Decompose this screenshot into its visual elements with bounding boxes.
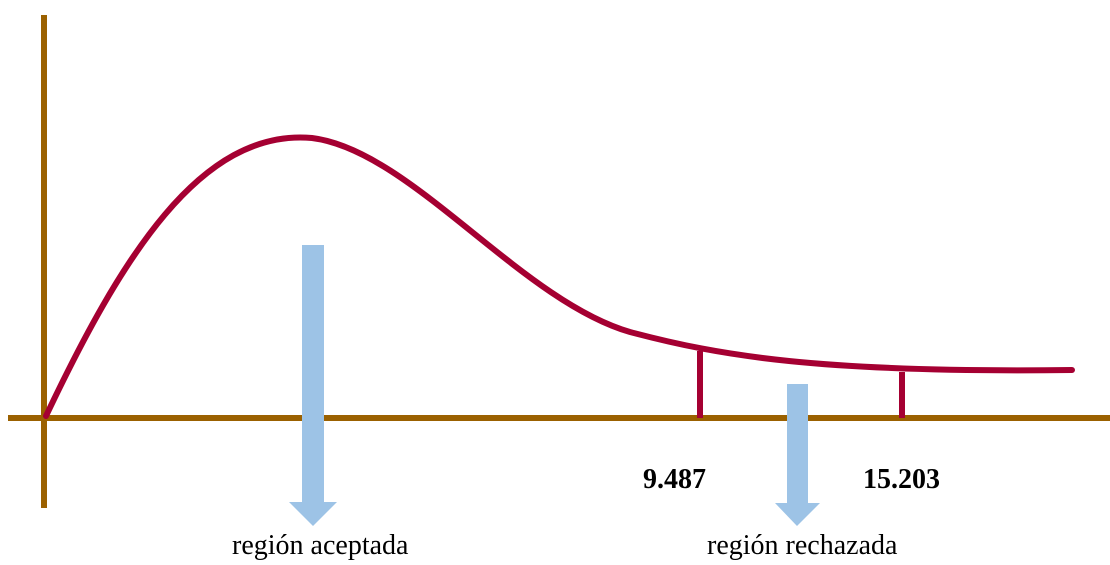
accepted-region-label: región aceptada <box>232 530 409 561</box>
critical-value-1: 9.487 <box>643 464 706 495</box>
density-curve <box>43 134 1075 419</box>
rejected-region-arrow <box>775 384 820 526</box>
rejected-region-label: región rechazada <box>707 530 898 561</box>
critical-value-2: 15.203 <box>863 464 940 495</box>
accepted-region-arrow <box>289 245 337 526</box>
